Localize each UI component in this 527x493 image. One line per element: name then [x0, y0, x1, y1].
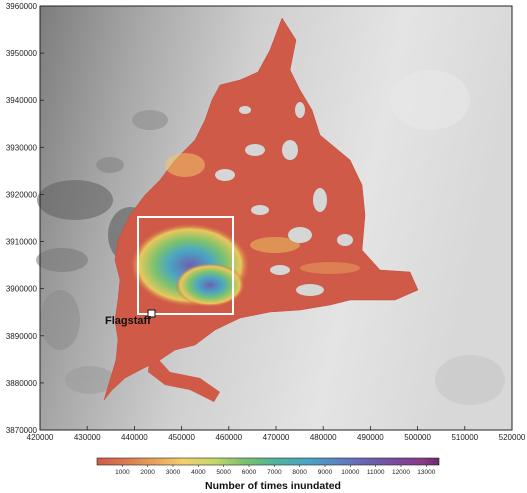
x-tick-label: 490000 — [357, 433, 384, 442]
terrain-relief — [36, 70, 505, 405]
x-tick-label: 510000 — [451, 433, 478, 442]
x-tick-label: 520000 — [499, 433, 526, 442]
legend-tick-label: 10000 — [341, 469, 359, 476]
y-tick-label: 3940000 — [6, 96, 38, 105]
y-tick-label: 3880000 — [6, 379, 38, 388]
legend-title: Number of times inundated — [205, 480, 341, 492]
y-tick-label: 3930000 — [6, 143, 38, 152]
x-tick-label: 450000 — [168, 433, 195, 442]
legend-tick-label: 4000 — [191, 469, 206, 476]
y-axis: 3960000 3950000 3940000 3930000 3920000 39100… — [6, 2, 44, 435]
y-tick-label: 3870000 — [6, 426, 38, 435]
y-tick-label: 3900000 — [6, 285, 38, 294]
x-tick-label: 470000 — [263, 433, 290, 442]
flagstaff-marker — [147, 309, 156, 318]
legend-tick-label: 13000 — [417, 469, 435, 476]
y-tick-label: 3920000 — [6, 190, 38, 199]
legend-tick-label: 11000 — [367, 469, 385, 476]
study-area-box — [137, 216, 234, 315]
x-tick-label: 480000 — [310, 433, 337, 442]
legend-tick-label: 8000 — [292, 469, 307, 476]
x-tick-label: 420000 — [27, 433, 54, 442]
legend-tick-label: 5000 — [216, 469, 231, 476]
legend-tick-label: 6000 — [242, 469, 257, 476]
x-tick-label: 500000 — [404, 433, 431, 442]
legend-ticks: 1000 2000 3000 4000 5000 6000 7000 8000 9000 1000… — [115, 465, 436, 476]
legend-tick-label: 7000 — [267, 469, 282, 476]
y-tick-label: 3950000 — [6, 49, 38, 58]
city-label: Flagstaff — [105, 315, 151, 327]
legend-tick-label: 1000 — [115, 469, 130, 476]
legend-tick-label: 2000 — [140, 469, 155, 476]
y-tick-label: 3960000 — [6, 2, 38, 11]
legend-colorbar — [96, 457, 440, 466]
x-tick-label: 460000 — [215, 433, 242, 442]
y-tick-label: 3890000 — [6, 332, 38, 341]
legend-tick-label: 12000 — [392, 469, 410, 476]
legend: 1000 2000 3000 4000 5000 6000 7000 8000 9000 1000… — [96, 457, 440, 492]
x-tick-label: 430000 — [74, 433, 101, 442]
legend-tick-label: 9000 — [318, 469, 333, 476]
legend-tick-label: 3000 — [166, 469, 181, 476]
y-tick-label: 3910000 — [6, 238, 38, 247]
inundation-footprint — [103, 17, 419, 402]
x-tick-label: 440000 — [121, 433, 148, 442]
x-axis: 420000 430000 440000 450000 460000 470000 4800… — [27, 426, 526, 442]
